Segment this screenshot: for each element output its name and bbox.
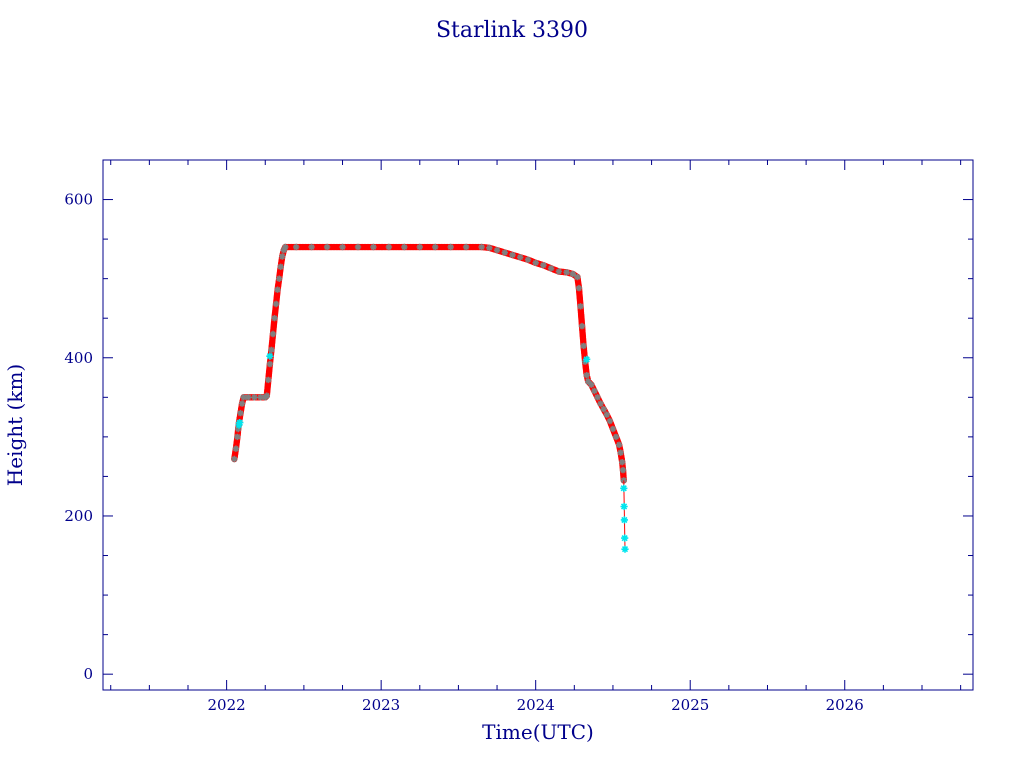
x-tick-label: 2023 [362, 696, 400, 714]
data-point-star [276, 275, 283, 282]
x-tick-label: 2024 [517, 696, 555, 714]
data-point-star [509, 251, 516, 259]
x-axis-ticks [110, 160, 962, 690]
x-axis-label: Time(UTC) [482, 720, 594, 744]
data-point-star [308, 243, 315, 251]
data-point-star [585, 378, 592, 385]
x-tick-label: 2026 [826, 696, 864, 714]
data-point-star [574, 273, 581, 281]
y-tick-label: 600 [64, 191, 93, 209]
data-point-star [462, 243, 470, 251]
data-point-star [583, 372, 590, 379]
data-point-star [547, 265, 555, 272]
data-point-star [265, 376, 272, 384]
data-point-star [555, 268, 563, 275]
highlight-point [620, 516, 628, 524]
highlight-point [620, 502, 628, 511]
data-point-star [617, 449, 624, 456]
y-tick-label: 0 [83, 665, 93, 683]
data-point-star [575, 284, 583, 292]
data-point-star [603, 411, 610, 418]
y-axis-ticks [103, 159, 973, 675]
y-axis-tick-labels: 0 200 400 600 [64, 191, 93, 684]
y-tick-label: 400 [64, 349, 93, 367]
data-point-star [594, 394, 601, 401]
data-point-star [606, 417, 614, 425]
data-point-star [271, 315, 278, 322]
data-point-star [293, 243, 300, 251]
data-point-star [416, 243, 423, 251]
x-tick-label: 2022 [208, 696, 246, 714]
data-point-star [257, 394, 264, 401]
highlight-point [620, 484, 628, 492]
data-point-star [493, 247, 501, 254]
data-point-star [401, 243, 408, 251]
chart-title: Starlink 3390 [436, 18, 588, 43]
data-point-star [524, 256, 532, 263]
data-point-star [619, 466, 627, 474]
data-point-star [591, 387, 598, 395]
data-point-star [269, 330, 277, 338]
data-point-star [612, 433, 620, 441]
highlight-point [583, 355, 591, 363]
data-point-star [563, 269, 570, 276]
data-point-star [339, 243, 346, 251]
data-point-star [619, 459, 626, 466]
plot-frame [102, 159, 974, 691]
data-point-star [232, 445, 240, 452]
data-point-star [268, 346, 275, 354]
data-point-star [385, 243, 393, 251]
data-point-star [235, 425, 242, 433]
data-point-star [517, 254, 524, 261]
x-axis-tick-labels: 2022 2023 2024 2025 2026 [208, 696, 864, 714]
data-point-star [354, 243, 362, 251]
data-point-star [280, 247, 287, 254]
data-point-star [478, 243, 485, 251]
data-point-star [263, 392, 270, 399]
data-point-star [615, 441, 623, 448]
y-axis-label: Height (km) [3, 364, 27, 486]
data-point-star [234, 433, 241, 441]
data-point-star [251, 394, 258, 401]
data-point-star [245, 394, 252, 401]
data-point-star [588, 381, 595, 388]
data-point-star [240, 394, 247, 401]
data-point-star [540, 262, 547, 269]
highlight-point [621, 534, 629, 542]
data-point-star [577, 303, 584, 310]
data-point-star [447, 243, 454, 251]
y-tick-label: 200 [64, 507, 93, 525]
highlight-point [236, 419, 244, 427]
data-point-star [272, 300, 280, 308]
highlight-point [621, 545, 629, 553]
data-point-star [578, 322, 586, 330]
data-point-star [532, 259, 539, 266]
data-point-star [238, 400, 246, 407]
data-point-star [370, 243, 377, 251]
data-point-star [279, 253, 286, 260]
data-point-star [231, 455, 238, 463]
data-point-star [569, 270, 576, 278]
data-point-star [609, 425, 617, 433]
data-point-star [597, 400, 604, 407]
data-point-star [274, 286, 281, 293]
data-point-star [282, 243, 289, 251]
data-point-star [237, 409, 244, 417]
x-tick-label: 2025 [671, 696, 709, 714]
data-point-star [277, 263, 284, 270]
data-point-star [600, 406, 607, 413]
data-point-star [501, 249, 508, 256]
data-point-star [266, 360, 274, 368]
highlight-point [266, 352, 274, 360]
data-point-star [323, 243, 331, 251]
data-point-star [580, 342, 587, 350]
data-point-star [486, 244, 493, 251]
data-point-star [432, 243, 439, 251]
series-group [231, 243, 629, 553]
